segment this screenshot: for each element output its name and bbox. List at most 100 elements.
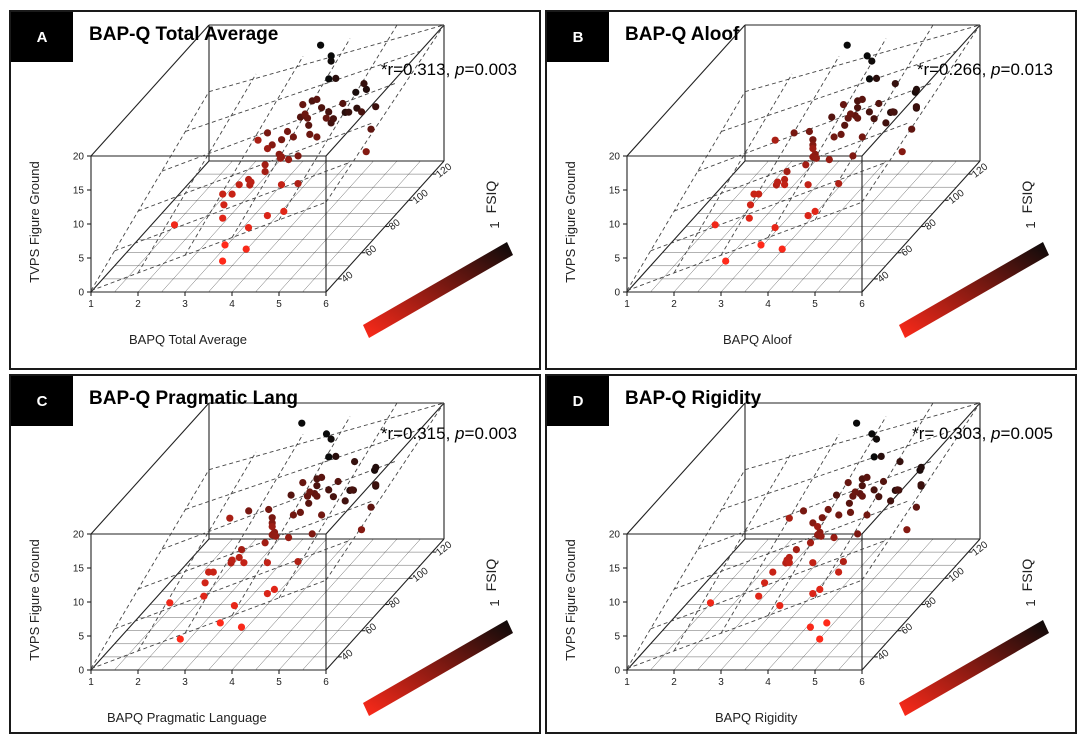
data-point bbox=[771, 224, 779, 232]
data-point bbox=[858, 482, 866, 490]
panel-title: BAP-Q Total Average bbox=[89, 24, 279, 45]
x-tick-label: 6 bbox=[859, 677, 865, 688]
data-point bbox=[898, 148, 906, 156]
x-tick-label: 1 bbox=[624, 299, 630, 310]
data-point bbox=[283, 127, 292, 136]
data-point bbox=[298, 419, 306, 427]
data-point bbox=[170, 221, 179, 229]
data-point bbox=[341, 497, 349, 505]
data-point bbox=[887, 497, 895, 505]
data-point bbox=[805, 127, 813, 136]
y-axis-label: TVPS Figure Ground bbox=[563, 161, 578, 282]
stat-r: *r=0.266, bbox=[916, 60, 992, 79]
data-point bbox=[851, 488, 859, 496]
z-tick-label: 80 bbox=[923, 217, 939, 233]
x-tick-label: 5 bbox=[276, 299, 282, 310]
data-point bbox=[228, 556, 236, 564]
data-point bbox=[205, 568, 213, 576]
x-tick-label: 6 bbox=[323, 299, 329, 310]
x-tick-label: 5 bbox=[812, 299, 818, 310]
data-point bbox=[289, 133, 297, 141]
y-tick-label: 10 bbox=[73, 220, 85, 231]
floor-grid-line bbox=[814, 160, 934, 293]
colorbar-tick-label: 1 bbox=[1023, 599, 1038, 606]
stat-p: =0.005 bbox=[1000, 424, 1053, 443]
data-point bbox=[771, 136, 779, 144]
data-point bbox=[835, 180, 843, 188]
data-point bbox=[176, 635, 184, 643]
data-point bbox=[313, 492, 321, 500]
box-edge bbox=[861, 24, 981, 157]
data-point bbox=[306, 130, 314, 138]
data-point bbox=[294, 152, 302, 160]
data-point bbox=[868, 430, 876, 438]
x-tick-label: 3 bbox=[182, 299, 188, 310]
data-point bbox=[322, 114, 330, 122]
data-point bbox=[802, 161, 810, 169]
z-tick-label: 40 bbox=[876, 269, 892, 285]
floor-grid-line bbox=[302, 160, 421, 293]
x-axis-label: BAPQ Aloof bbox=[723, 332, 792, 347]
z-tick-label: 80 bbox=[387, 595, 403, 611]
regression-plane-line bbox=[767, 38, 887, 238]
stat-p-label: p bbox=[455, 424, 465, 443]
data-point bbox=[325, 453, 333, 461]
data-point bbox=[870, 486, 878, 494]
data-point bbox=[858, 492, 866, 500]
x-tick-label: 3 bbox=[718, 677, 724, 688]
data-point bbox=[774, 178, 782, 186]
data-point bbox=[313, 133, 321, 141]
x-tick-label: 1 bbox=[624, 677, 630, 688]
data-point bbox=[244, 224, 253, 232]
data-point bbox=[769, 568, 777, 576]
data-point bbox=[722, 257, 730, 265]
data-point bbox=[706, 599, 715, 607]
data-point bbox=[799, 507, 808, 515]
x-tick-label: 3 bbox=[182, 677, 188, 688]
data-point bbox=[853, 419, 861, 427]
panel-letter: D bbox=[547, 376, 609, 426]
data-point bbox=[226, 514, 234, 522]
colorbar bbox=[363, 242, 513, 338]
z-tick-label: 60 bbox=[899, 621, 915, 637]
z-tick-label: 60 bbox=[363, 243, 379, 259]
colorbar bbox=[363, 620, 513, 716]
data-point bbox=[294, 180, 302, 188]
x-tick-label: 2 bbox=[135, 299, 141, 310]
data-point bbox=[287, 491, 295, 499]
panel-title: BAP-Q Rigidity bbox=[625, 388, 762, 409]
data-point bbox=[792, 546, 800, 554]
data-point bbox=[372, 463, 380, 471]
x-axis-label: BAPQ Rigidity bbox=[715, 710, 798, 725]
panel-letter: B bbox=[547, 12, 609, 62]
data-point bbox=[858, 95, 866, 103]
data-point bbox=[263, 590, 271, 598]
data-point bbox=[872, 74, 881, 82]
data-point bbox=[351, 458, 359, 466]
regression-plane-line bbox=[744, 402, 981, 471]
data-point bbox=[261, 168, 269, 176]
data-point bbox=[781, 175, 789, 184]
box-edge bbox=[90, 402, 210, 535]
data-point bbox=[372, 481, 380, 489]
y-tick-label: 0 bbox=[614, 666, 620, 677]
data-point bbox=[835, 568, 843, 576]
data-point bbox=[268, 514, 276, 522]
data-point bbox=[858, 133, 866, 141]
correlation-stat: *r= 0.303, p=0.005 bbox=[912, 424, 1053, 444]
regression-plane-line bbox=[185, 428, 421, 510]
data-point bbox=[824, 505, 832, 514]
x-tick-label: 6 bbox=[859, 299, 865, 310]
x-tick-label: 1 bbox=[88, 299, 94, 310]
panel-c: 1 2 3 4 5 6 0 5 10 15 20 40 60 80 100 120 TVPS Figure Gr… bbox=[9, 374, 541, 734]
y-tick-label: 15 bbox=[73, 186, 85, 197]
data-point bbox=[817, 532, 825, 540]
regression-plane-line bbox=[861, 402, 981, 581]
x-tick-label: 4 bbox=[765, 299, 771, 310]
data-point bbox=[806, 539, 815, 547]
data-point bbox=[332, 74, 340, 82]
panel-title: BAP-Q Aloof bbox=[625, 24, 740, 45]
z-tick-label: 100 bbox=[411, 565, 431, 584]
